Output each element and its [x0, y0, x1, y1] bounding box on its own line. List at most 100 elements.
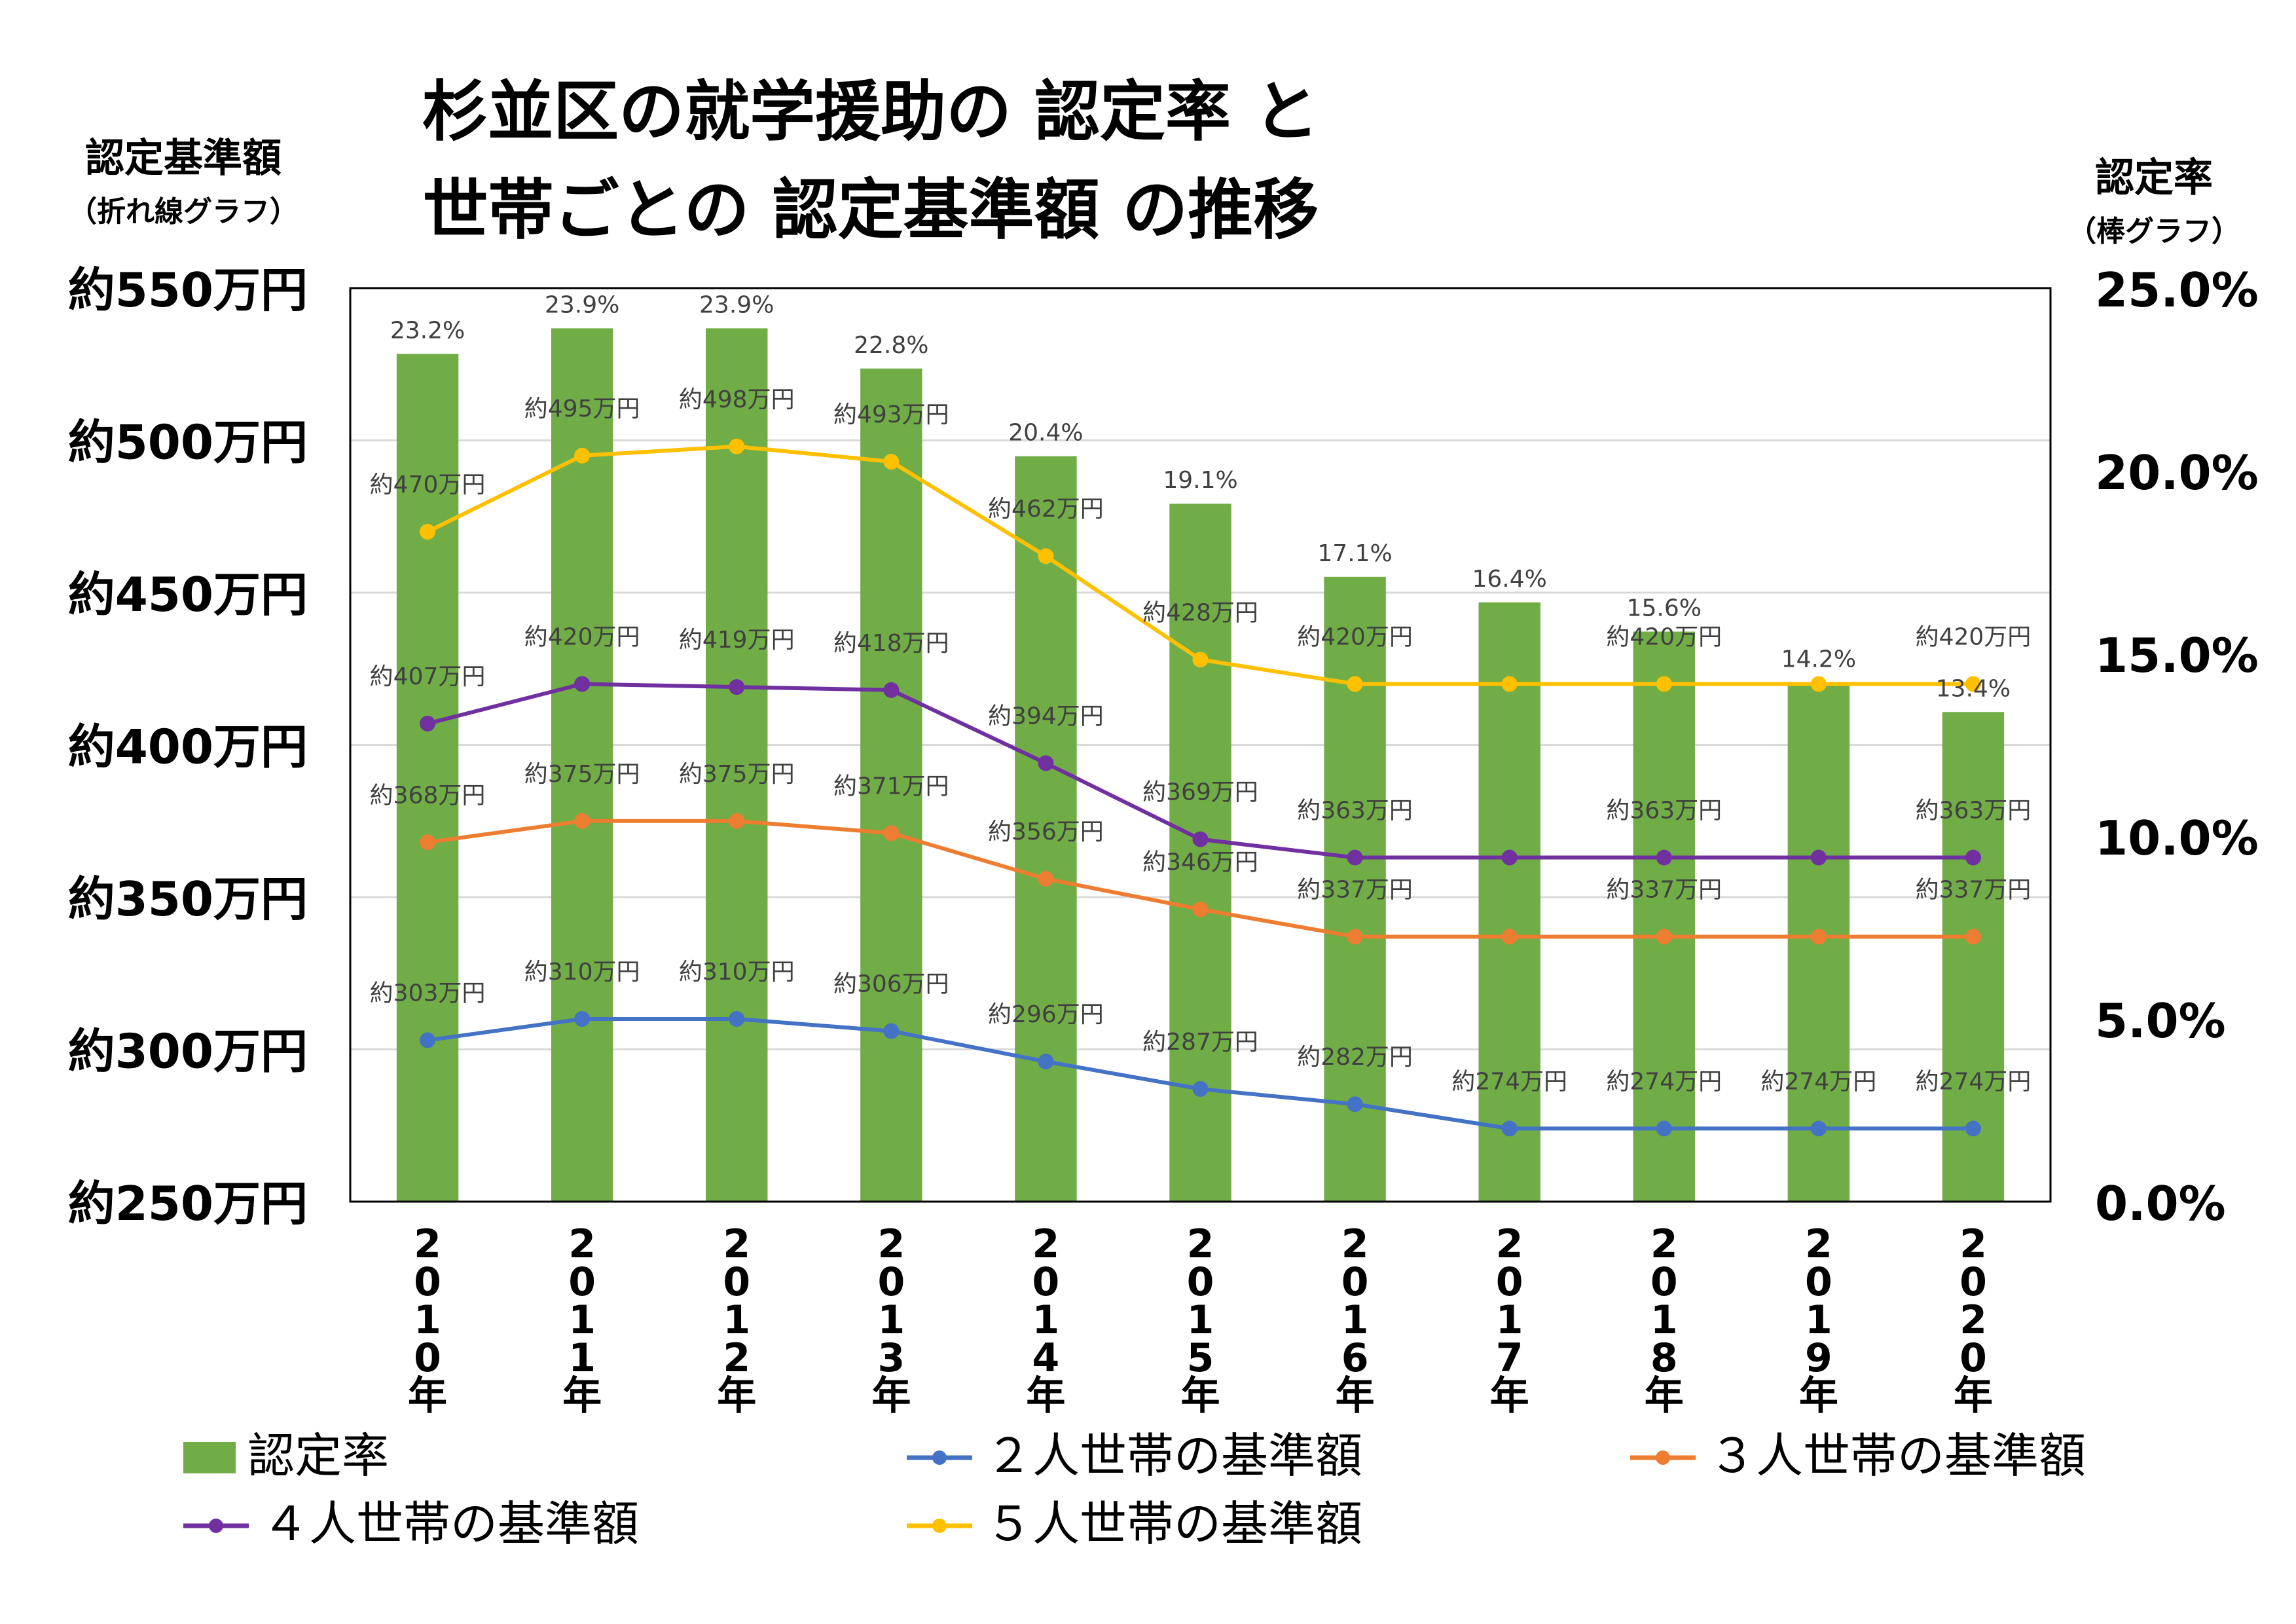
bar-label: 15.6% — [1627, 595, 1702, 622]
line-label: 約407万円 — [370, 663, 486, 690]
legend-marker-5p — [932, 1519, 947, 1533]
bars — [396, 328, 2005, 1202]
legend: 認定率 ２人世帯の基準額 ３人世帯の基準額 ４人世帯の基準額 ５人世帯の基準額 — [183, 1428, 2086, 1551]
point-0-10 — [1965, 1120, 1981, 1137]
line-label: 約419万円 — [679, 627, 795, 654]
right-tick-label: 25.0% — [2095, 263, 2259, 318]
left-axis-sublabel: （折れ線グラフ） — [68, 195, 299, 229]
point-2-0 — [420, 715, 436, 731]
point-3-1 — [574, 447, 591, 464]
line-label: 約420万円 — [1606, 624, 1722, 651]
legend-label-5p: ５人世帯の基準額 — [985, 1496, 1362, 1551]
series-lines — [420, 438, 1981, 1137]
right-tick-label: 0.0% — [2095, 1176, 2226, 1231]
bar-label: 23.9% — [699, 291, 774, 318]
bar-label: 23.2% — [390, 317, 465, 344]
left-tick-label: 約400万円 — [68, 720, 308, 775]
point-2-8 — [1656, 849, 1672, 866]
point-3-6 — [1347, 676, 1363, 692]
bar-2017年 — [1478, 602, 1540, 1202]
point-0-4 — [1038, 1054, 1054, 1070]
line-label: 約420万円 — [1297, 624, 1413, 651]
point-0-5 — [1192, 1080, 1209, 1097]
line-label: 約363万円 — [1606, 798, 1722, 824]
point-1-10 — [1965, 929, 1981, 945]
point-1-5 — [1192, 901, 1209, 917]
bar-label: 22.8% — [854, 332, 928, 359]
point-0-3 — [883, 1023, 900, 1039]
point-1-7 — [1501, 929, 1518, 945]
bar-2014年 — [1015, 456, 1077, 1202]
legend-label-2p: ２人世帯の基準額 — [985, 1428, 1362, 1483]
bar-label: 23.9% — [545, 291, 619, 318]
point-0-6 — [1347, 1096, 1363, 1113]
point-2-6 — [1347, 849, 1363, 866]
left-tick-label: 約500万円 — [68, 415, 308, 470]
line-label: 約337万円 — [1606, 876, 1722, 903]
point-2-3 — [883, 682, 900, 698]
legend-swatch-bar — [183, 1442, 236, 1473]
point-0-2 — [729, 1011, 745, 1027]
point-0-0 — [420, 1032, 436, 1048]
point-1-0 — [420, 834, 436, 851]
left-tick-label: 約350万円 — [68, 872, 308, 927]
data-labels: 23.2% 23.9% 23.9% 22.8% 20.4% 19.1% 17.1% 16.4%… — [370, 291, 2032, 1095]
point-2-10 — [1965, 849, 1981, 866]
bar-2011年 — [551, 328, 613, 1202]
line-label: 約363万円 — [1297, 798, 1413, 824]
line-label: 約287万円 — [1142, 1029, 1258, 1056]
point-0-1 — [574, 1011, 591, 1027]
legend-label-4p: ４人世帯の基準額 — [262, 1496, 639, 1551]
line-label: 約337万円 — [1297, 876, 1413, 903]
bar-2013年 — [860, 368, 922, 1202]
point-0-8 — [1656, 1120, 1672, 1137]
line-label: 約337万円 — [1916, 876, 2032, 903]
bar-label: 14.2% — [1781, 646, 1856, 673]
point-0-9 — [1810, 1120, 1827, 1137]
left-axis-ticks: 約550万円約500万円約450万円約400万円約350万円約300万円約250… — [68, 263, 308, 1231]
left-tick-label: 約250万円 — [68, 1176, 308, 1231]
point-2-5 — [1192, 831, 1209, 847]
point-2-9 — [1810, 849, 1827, 866]
legend-marker-4p — [209, 1519, 223, 1533]
point-3-10 — [1965, 676, 1981, 692]
point-1-4 — [1038, 871, 1054, 887]
line-label: 約371万円 — [833, 773, 949, 800]
left-tick-label: 約300万円 — [68, 1024, 308, 1079]
line-label: 約369万円 — [1142, 779, 1258, 806]
left-tick-label: 約550万円 — [68, 263, 308, 318]
line-label: 約346万円 — [1142, 849, 1258, 876]
bar-label: 16.4% — [1472, 566, 1546, 593]
legend-label-bar: 認定率 — [247, 1428, 389, 1483]
line-label: 約420万円 — [1916, 624, 2032, 651]
line-label: 約356万円 — [988, 819, 1104, 845]
line-label: 約274万円 — [1761, 1068, 1877, 1095]
point-3-8 — [1656, 676, 1672, 692]
point-2-2 — [729, 679, 745, 695]
point-3-7 — [1501, 676, 1518, 692]
left-axis-label: 認定基準額 — [85, 136, 282, 181]
point-0-7 — [1501, 1120, 1518, 1137]
line-label: 約375万円 — [524, 761, 640, 788]
line-label: 約375万円 — [679, 761, 795, 788]
line-label: 約310万円 — [524, 959, 640, 986]
line-label: 約462万円 — [988, 496, 1104, 523]
line-label: 約274万円 — [1606, 1068, 1722, 1095]
right-axis-label: 認定率 — [2095, 155, 2213, 201]
point-2-4 — [1038, 755, 1054, 771]
point-3-4 — [1038, 548, 1054, 564]
bar-label: 13.4% — [1936, 675, 2011, 702]
line-label: 約306万円 — [833, 971, 949, 998]
point-2-7 — [1501, 849, 1518, 866]
bar-label: 20.4% — [1008, 420, 1083, 447]
point-1-3 — [883, 825, 900, 841]
line-label: 約363万円 — [1916, 798, 2032, 824]
